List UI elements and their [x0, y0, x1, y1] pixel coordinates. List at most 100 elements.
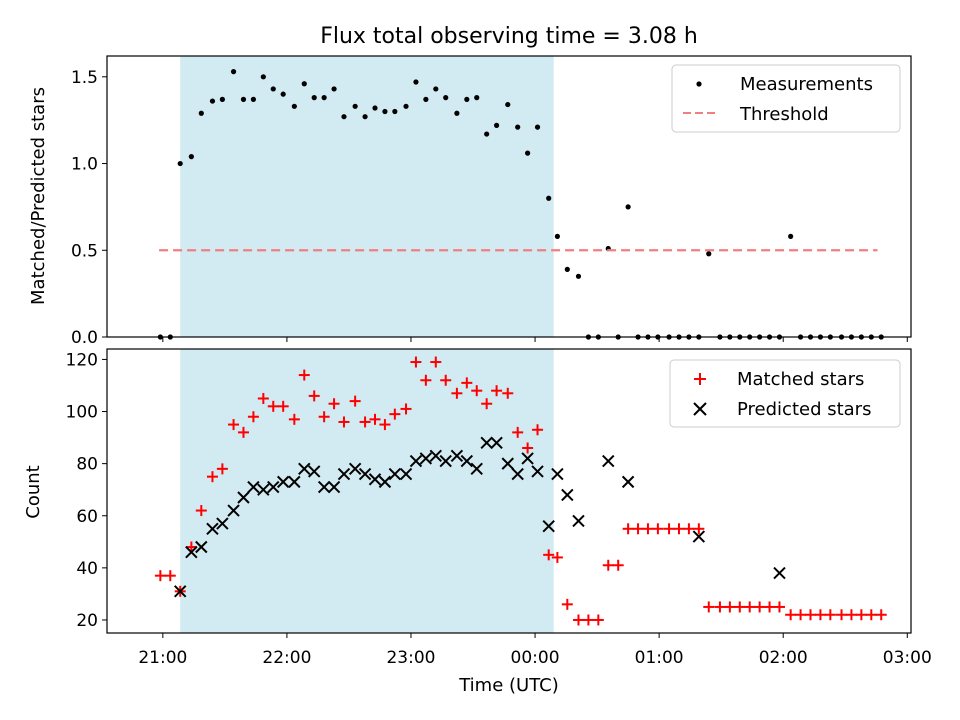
predicted-star-point [185, 546, 198, 559]
matched-star-point [359, 416, 371, 428]
observing-window-shade [180, 349, 554, 633]
predicted-star-point [692, 530, 706, 543]
measurement-point [493, 122, 500, 128]
matched-star-point [703, 601, 715, 613]
predicted-star-point [276, 475, 290, 489]
predicted-star-point [247, 480, 260, 494]
x-tick-label: 21:00 [138, 648, 187, 668]
predicted-star-point [480, 436, 493, 450]
predicted-star-point [288, 475, 301, 489]
predicted-star-point [521, 452, 534, 465]
matched-star-point [318, 411, 330, 423]
bottom-panel: 20 40 60 80 100 120 21:00 22:00 23:00 00:00 01:00… [23, 348, 932, 696]
matched-star-point [642, 523, 654, 535]
matched-star-point [430, 356, 442, 368]
measurement-point [392, 108, 398, 115]
matched-star-point [491, 385, 503, 397]
measurement-point [433, 86, 439, 92]
predicted-star-point [429, 449, 443, 463]
matched-star-point [764, 601, 776, 613]
observing-window-shade [180, 56, 554, 337]
matched-star-point [369, 413, 381, 425]
predicted-star-point [206, 522, 219, 535]
predicted-star-point [327, 480, 341, 494]
measurement-point [413, 79, 419, 85]
predicted-star-point [298, 462, 311, 476]
measurement-point [270, 86, 276, 92]
measurement-point [362, 114, 368, 120]
measurement-point [554, 233, 560, 239]
predicted-star-point [439, 454, 452, 468]
matched-star-point [572, 614, 584, 626]
predicted-star-point [173, 585, 187, 598]
matched-star-point [471, 385, 483, 397]
matched-star-point [522, 442, 534, 454]
predicted-star-point [216, 517, 229, 530]
measurement-point [321, 95, 327, 101]
y-tick-label: 40 [76, 559, 98, 579]
matched-star-point [195, 505, 207, 517]
matched-star-point [237, 426, 249, 438]
predicted-star-point [388, 467, 402, 481]
predicted-star-point [470, 462, 483, 476]
measurement-point [230, 69, 237, 75]
predicted-star-point [511, 467, 524, 481]
matched-star-point [512, 426, 524, 438]
matched-star-point [551, 551, 563, 563]
x-tick-label: 01:00 [635, 648, 684, 668]
matched-star-point [754, 601, 766, 613]
matched-star-point [502, 387, 514, 399]
matched-star-point [724, 601, 736, 613]
matched-star-point [400, 403, 412, 415]
measurement-point [198, 110, 204, 116]
predicted-star-point [621, 475, 635, 489]
matched-star-point [410, 356, 422, 368]
measurement-point [219, 96, 225, 102]
matched-star-point [481, 398, 493, 410]
x-tick-label: 00:00 [511, 648, 560, 668]
matched-star-point [288, 413, 300, 425]
matched-star-point [805, 609, 816, 621]
measurement-point [788, 233, 794, 239]
measurement-point [464, 96, 470, 102]
predicted-star-point [337, 467, 351, 481]
legend-threshold-label: Threshold [739, 104, 829, 125]
predicted-star-point [602, 454, 615, 468]
predicted-star-point [267, 480, 280, 494]
predicted-star-point [572, 514, 585, 528]
matched-star-point [652, 523, 664, 535]
legend-matched-marker [694, 373, 706, 385]
measurement-point [291, 103, 297, 109]
predicted-star-point [317, 480, 331, 494]
x-axis-label: Time (UTC) [458, 675, 559, 696]
matched-star-point [277, 400, 289, 412]
bottom-axes-frame [106, 348, 912, 634]
measurement-point [331, 86, 337, 92]
top-legend: Measurements Threshold [671, 64, 901, 133]
matched-star-point [612, 559, 624, 571]
bottom-legend: Matched stars Predicted stars [669, 359, 901, 428]
matched-star-point [440, 374, 452, 386]
matched-star-point [824, 609, 836, 621]
predicted-star-point [531, 465, 544, 478]
measurement-point [250, 96, 257, 102]
matched-star-point [247, 411, 259, 423]
measurement-point [706, 251, 712, 257]
predicted-star-point [195, 540, 208, 554]
predicted-star-point [542, 519, 555, 533]
measurement-point [188, 154, 194, 160]
measurement-point [515, 124, 521, 130]
measurement-point [403, 103, 409, 109]
bottom-ylabel: Count [23, 465, 44, 518]
predicted-star-point [348, 462, 362, 476]
y-tick-label: 20 [76, 611, 98, 631]
predicted-star-point [551, 467, 564, 481]
matched-star-point [461, 377, 473, 389]
measurement-point [301, 81, 307, 87]
predicted-star-point [358, 467, 372, 481]
matched-star-point [622, 523, 634, 535]
measurement-point [484, 131, 490, 137]
y-tick-label: 80 [76, 455, 98, 475]
matched-star-point [328, 398, 340, 410]
matched-star-point [532, 424, 544, 436]
